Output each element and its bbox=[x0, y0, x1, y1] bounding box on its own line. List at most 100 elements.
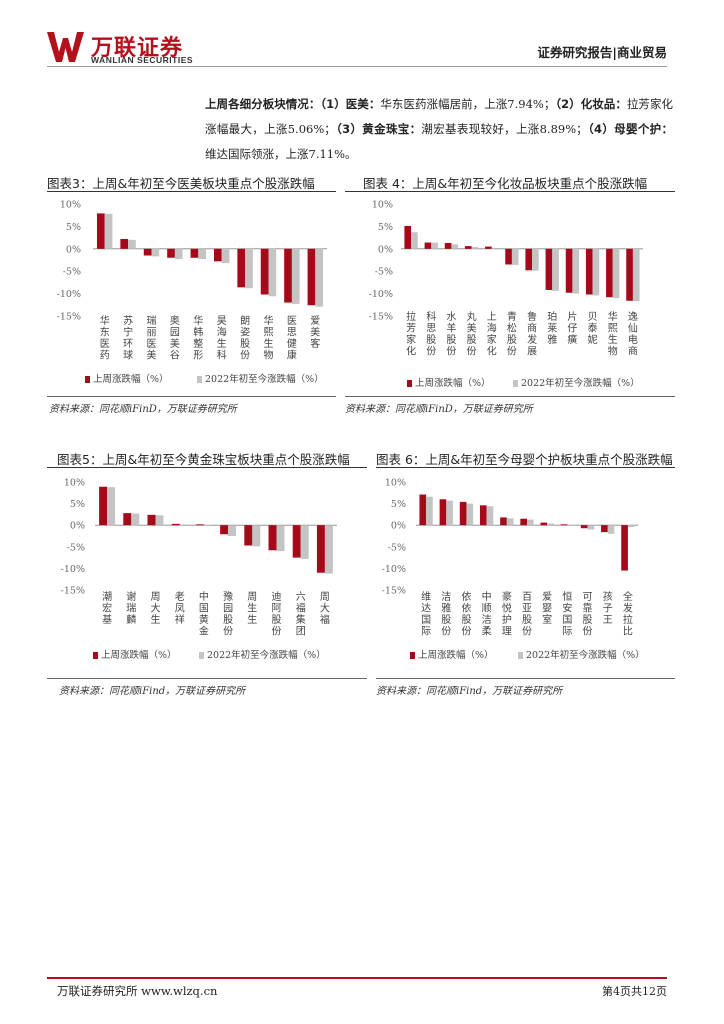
bar-ytd bbox=[567, 525, 575, 526]
bar-chart: 10% 5% 0% -5% -10% -15% 华东医药 苏宁环球 瑞丽医美 奥园美谷 华韩整形 昊海… bbox=[57, 200, 327, 385]
legend-label-week: 上周涨跌幅（%） bbox=[93, 373, 169, 385]
footer-left: 万联证券研究所 www.wlzq.cn bbox=[57, 984, 218, 998]
category-label: 周大福 bbox=[320, 591, 330, 626]
bar-ytd bbox=[506, 518, 514, 526]
category-label: 谢瑞麟 bbox=[126, 590, 136, 626]
category-label: 华熙生物 bbox=[264, 314, 274, 362]
category-label: 拉芳家化 bbox=[406, 310, 416, 358]
y-tick-label: -10% bbox=[382, 564, 406, 575]
chart-title: 图表5：上周&年初至今黄金珠宝板块重点个股涨跌幅 bbox=[57, 452, 350, 467]
bar-week bbox=[545, 248, 553, 291]
bar-week bbox=[485, 246, 492, 249]
bar-week bbox=[626, 248, 633, 301]
logo-en: WANLIAN SECURITIES bbox=[91, 55, 194, 65]
category-label: 瑞丽医美 bbox=[147, 315, 157, 362]
intro-s2-tag: （2）化妆品： bbox=[555, 97, 627, 111]
bar-ytd bbox=[324, 525, 333, 574]
intro-s4-text: 维达国际领涨，上涨7.11%。 bbox=[205, 147, 357, 161]
bar-ytd bbox=[315, 248, 324, 307]
chart-source: 资料来源：同花顺iFinD，万联证券研究所 bbox=[49, 404, 237, 415]
bar-ytd bbox=[203, 525, 212, 526]
category-label: 六福集团 bbox=[296, 591, 306, 638]
bar-ytd bbox=[268, 248, 277, 297]
y-tick-label: 5% bbox=[378, 222, 393, 233]
bar-ytd bbox=[527, 519, 534, 526]
bar-week bbox=[444, 242, 452, 249]
category-label: 依依股份 bbox=[461, 590, 471, 638]
intro-s3-tag: （3）黄金珠宝： bbox=[335, 122, 422, 136]
logo-cn: 万联证券 bbox=[91, 36, 184, 61]
legend-label-week: 上周涨跌幅（%） bbox=[415, 377, 491, 389]
bar-ytd bbox=[179, 524, 188, 526]
category-label: 贝泰妮 bbox=[588, 311, 598, 346]
legend-label-ytd: 2022年初至今涨跌幅（%） bbox=[205, 373, 324, 385]
intro-paragraph: 上周各细分板块情况：（1）医美：华东医药涨幅居前，上涨7.94%；（2）化妆品：… bbox=[205, 92, 673, 167]
panel-bottom-rule bbox=[345, 396, 675, 397]
category-label: 维达国际 bbox=[421, 590, 431, 638]
chart-title: 图表3：上周&年初至今医美板块重点个股涨跌幅 bbox=[47, 176, 315, 191]
legend-swatch-ytd bbox=[518, 652, 523, 659]
legend-swatch-week bbox=[85, 376, 90, 383]
bar-week bbox=[307, 248, 316, 306]
category-label: 爱美客 bbox=[310, 314, 320, 350]
bar-ytd bbox=[466, 503, 474, 526]
category-label: 上海家化 bbox=[487, 311, 497, 358]
bar-week bbox=[404, 225, 412, 249]
intro-s3-text: 潮宏基表现较好，上涨8.89%； bbox=[421, 122, 588, 136]
report-type: 证券研究报告|商业贸易 bbox=[537, 45, 667, 60]
category-label: 恒安国际 bbox=[562, 590, 572, 638]
panel-top-rule bbox=[47, 191, 336, 192]
bar-week bbox=[606, 248, 613, 298]
bar-ytd bbox=[486, 506, 494, 526]
y-tick-label: 10% bbox=[385, 478, 406, 489]
category-label: 可靠股份 bbox=[583, 592, 593, 638]
bar-ytd bbox=[300, 525, 309, 559]
y-tick-label: -5% bbox=[388, 542, 406, 553]
category-label: 豫园股份 bbox=[223, 590, 233, 638]
chart-panel-maternal-baby: 图表 6：上周&年初至今母婴个护板块重点个股涨跌幅 10% 5% 0% -5% -10%… bbox=[376, 446, 675, 697]
bar-week bbox=[505, 248, 512, 265]
bar-week bbox=[479, 505, 487, 526]
legend-swatch-ytd bbox=[513, 380, 518, 387]
category-label: 奥园美谷 bbox=[170, 314, 180, 362]
bar-week bbox=[147, 514, 156, 526]
bar-week bbox=[99, 486, 108, 526]
category-label: 朗姿股份 bbox=[240, 315, 250, 362]
bar-ytd bbox=[632, 248, 640, 302]
chart-title: 图表 6：上周&年初至今母婴个护板块重点个股涨跌幅 bbox=[376, 452, 673, 467]
chart-source: 资料来源：同花顺iFinD，万联证券研究所 bbox=[345, 404, 533, 415]
bar-chart: 10% 5% 0% -5% -10% -15% 潮宏基 谢瑞麟 周大生 老凤祥 中国黄金 豫园股份 周生… bbox=[61, 478, 337, 661]
intro-s4-tag: （4）母婴个护： bbox=[587, 122, 673, 136]
bar-week bbox=[439, 499, 447, 526]
bar-ytd bbox=[245, 248, 253, 289]
bar-ytd bbox=[587, 525, 595, 530]
legend-swatch-ytd bbox=[199, 652, 204, 659]
bar-week bbox=[237, 248, 246, 288]
legend-label-week: 上周涨跌幅（%） bbox=[101, 649, 177, 661]
panel-top-rule bbox=[376, 467, 675, 468]
bar-week bbox=[167, 248, 175, 258]
bar-week bbox=[213, 248, 222, 262]
y-tick-label: 10% bbox=[60, 200, 81, 211]
y-tick-label: -5% bbox=[67, 542, 85, 553]
bar-ytd bbox=[151, 248, 160, 257]
panel-bottom-rule bbox=[47, 678, 367, 679]
y-tick-label: -5% bbox=[375, 267, 393, 278]
header-divider bbox=[47, 66, 667, 67]
category-label: 水羊股份 bbox=[446, 311, 456, 358]
footer-divider bbox=[47, 977, 667, 979]
bar-week bbox=[244, 525, 253, 546]
bar-week bbox=[292, 525, 301, 558]
y-tick-label: 5% bbox=[66, 222, 81, 233]
bar-week bbox=[284, 248, 292, 303]
bar-week bbox=[424, 242, 432, 249]
y-tick-label: -10% bbox=[57, 289, 81, 300]
bar-week bbox=[171, 523, 180, 526]
y-tick-label: 10% bbox=[372, 200, 393, 211]
category-label: 百亚股份 bbox=[522, 591, 532, 638]
y-tick-label: 5% bbox=[70, 499, 85, 510]
bar-ytd bbox=[426, 496, 433, 526]
category-label: 华韩整形 bbox=[193, 314, 203, 362]
y-tick-label: 0% bbox=[391, 521, 406, 532]
